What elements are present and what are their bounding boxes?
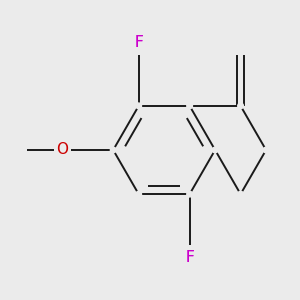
Circle shape: [212, 147, 218, 153]
Circle shape: [263, 147, 269, 153]
Circle shape: [110, 147, 116, 153]
Circle shape: [238, 103, 243, 109]
Text: F: F: [185, 250, 194, 265]
Circle shape: [136, 103, 142, 109]
Circle shape: [136, 191, 142, 197]
Text: F: F: [134, 35, 143, 50]
Text: F: F: [185, 250, 194, 265]
Text: O: O: [56, 142, 68, 158]
Circle shape: [187, 191, 193, 197]
Circle shape: [187, 103, 193, 109]
Circle shape: [238, 191, 243, 197]
Text: O: O: [56, 142, 68, 158]
Text: F: F: [134, 35, 143, 50]
